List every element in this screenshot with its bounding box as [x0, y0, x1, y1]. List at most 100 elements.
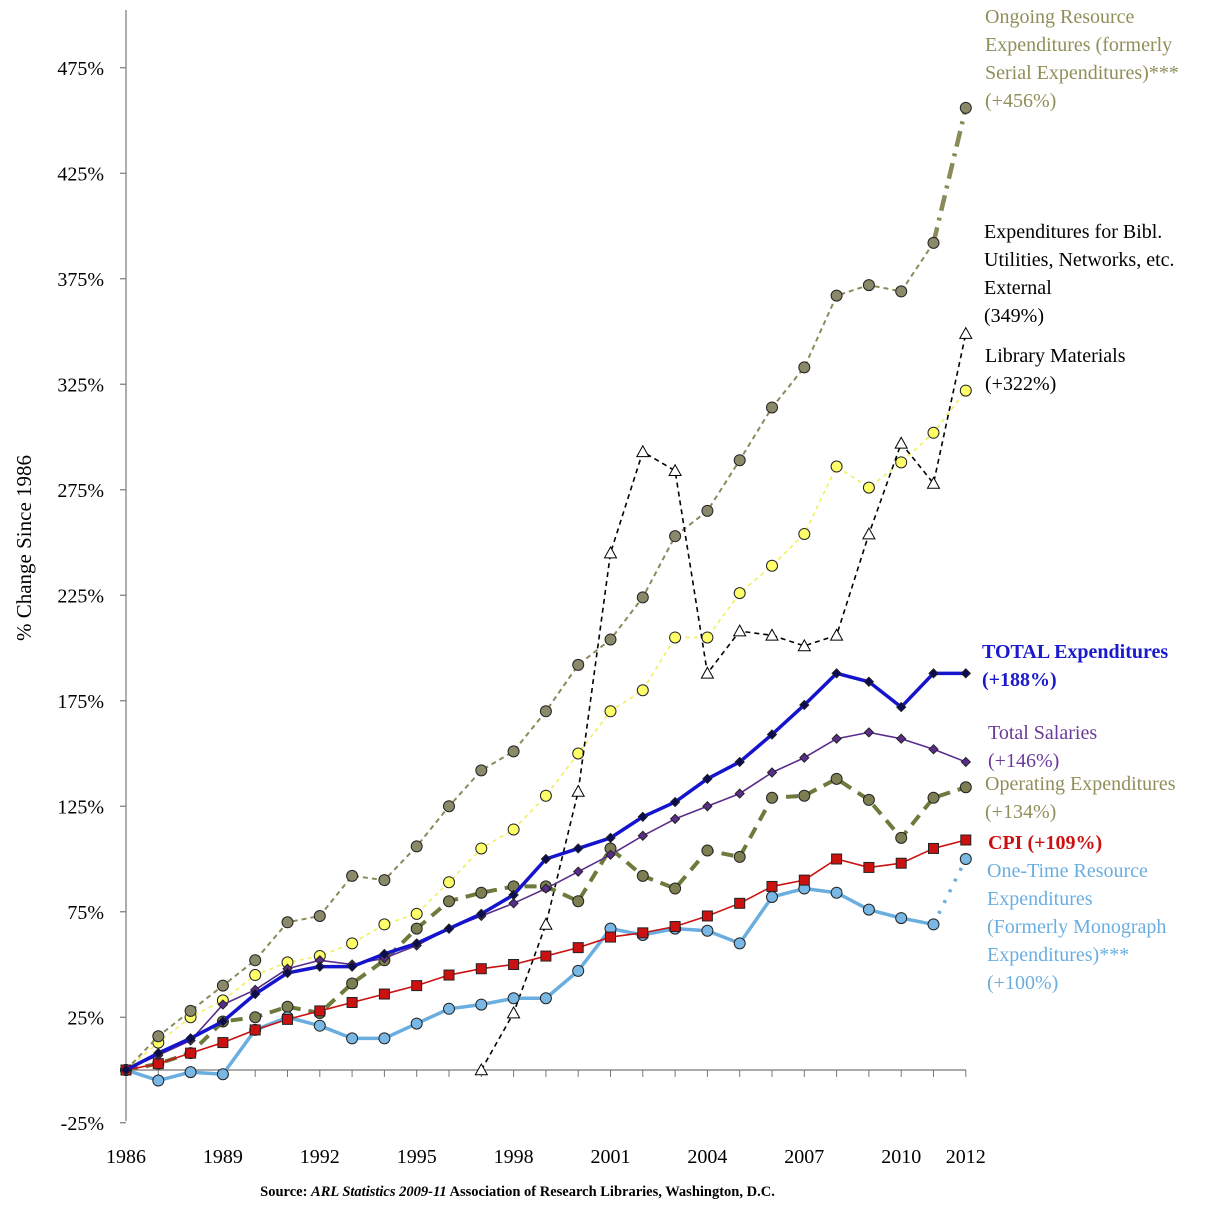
data-point-total — [282, 967, 293, 979]
data-point-bibl — [700, 666, 715, 679]
data-point-cpi — [734, 897, 746, 909]
data-point-onetime — [701, 924, 714, 937]
data-point-ongoing — [281, 916, 294, 929]
data-point-operating — [346, 977, 359, 990]
data-point-salaries — [572, 866, 584, 877]
x-tick-label: 1995 — [397, 1146, 437, 1168]
data-point-onetime — [378, 1032, 391, 1045]
series-line-materials — [125, 390, 967, 1071]
x-tick-label: 1986 — [106, 1146, 146, 1168]
data-point-operating — [636, 869, 649, 882]
data-point-total — [346, 961, 358, 972]
data-point-materials — [927, 426, 940, 439]
label-bibl-value: (349%) — [984, 305, 1044, 327]
data-point-operating — [895, 831, 908, 844]
data-point-total — [153, 1047, 164, 1059]
data-point-onetime — [475, 998, 488, 1011]
data-point-materials — [959, 384, 972, 397]
data-point-cpi — [378, 988, 390, 1000]
data-point-cpi — [443, 969, 455, 981]
data-point-ongoing — [152, 1030, 165, 1043]
data-point-cpi — [572, 942, 584, 954]
data-point-bibl — [603, 546, 618, 559]
series-line-total — [125, 671, 966, 1072]
x-tick-label: 2010 — [881, 1146, 921, 1168]
series-line-last-onetime — [931, 858, 968, 926]
label-ongoing-value: (+456%) — [985, 90, 1057, 112]
x-tick-label: 1992 — [300, 1146, 340, 1168]
data-point-onetime — [539, 992, 552, 1005]
label-operating-value: (+134%) — [985, 801, 1057, 823]
series-line-last-ongoing — [931, 107, 968, 244]
label-materials-line-1: Library Materials — [985, 345, 1126, 367]
axes: -25% 25% 75% 125% 175% 225% 275% 325% 375% 425% 47… — [12, 10, 986, 1168]
data-point-operating — [862, 793, 875, 806]
y-tick-label: -25% — [61, 1113, 104, 1135]
data-point-total — [508, 889, 519, 901]
data-point-operating — [572, 895, 585, 908]
label-total-value: (+188%) — [982, 669, 1057, 691]
label-ongoing-line-3: Serial Expenditures)*** — [985, 62, 1179, 84]
data-point-onetime — [216, 1068, 229, 1081]
data-point-materials — [604, 705, 617, 718]
data-point-total — [411, 938, 422, 949]
data-point-bibl — [765, 628, 779, 641]
data-point-ongoing — [895, 285, 908, 298]
data-point-salaries — [831, 733, 842, 744]
series-line-bibl — [480, 333, 967, 1071]
data-point-onetime — [927, 918, 940, 931]
y-tick-label: 75% — [67, 902, 104, 924]
data-point-bibl — [571, 784, 586, 797]
data-point-cpi — [411, 980, 423, 992]
data-point-bibl — [539, 917, 553, 930]
data-point-ongoing — [539, 705, 552, 718]
data-point-bibl — [732, 624, 747, 637]
data-point-onetime — [766, 890, 778, 903]
data-point-total — [766, 729, 778, 740]
y-tick-label: 175% — [57, 691, 104, 713]
label-operating: Operating Expenditures (+134%) — [985, 770, 1176, 826]
source-suffix: Association of Research Libraries, Washi… — [446, 1184, 775, 1200]
data-point-cpi — [766, 880, 778, 892]
data-point-salaries — [863, 727, 875, 738]
label-salaries-value: (+146%) — [988, 750, 1060, 772]
source-title: ARL Statistics 2009-11 — [311, 1184, 447, 1200]
data-point-operating — [281, 1000, 294, 1013]
data-point-materials — [733, 587, 746, 600]
data-point-ongoing — [959, 101, 972, 114]
data-point-operating — [249, 1011, 262, 1024]
data-point-onetime — [346, 1032, 359, 1045]
data-point-ongoing — [733, 454, 746, 467]
label-ongoing: Ongoing Resource Expenditures (formerly … — [985, 3, 1179, 115]
data-point-salaries — [540, 883, 552, 894]
series-layer — [120, 101, 973, 1087]
data-point-total — [540, 853, 552, 865]
data-point-total — [605, 832, 616, 844]
label-onetime-line-2: Expenditures — [987, 888, 1093, 910]
data-point-ongoing — [798, 361, 811, 374]
y-tick-label: 425% — [57, 163, 104, 185]
data-point-ongoing — [475, 764, 488, 777]
data-point-operating — [766, 791, 778, 804]
data-point-total — [249, 988, 261, 1000]
data-point-total — [702, 773, 713, 785]
data-point-total — [799, 699, 810, 711]
data-point-ongoing — [507, 745, 520, 758]
data-point-bibl — [894, 436, 909, 449]
data-point-bibl — [862, 527, 876, 540]
label-salaries: Total Salaries (+146%) — [988, 719, 1097, 775]
data-point-cpi — [217, 1037, 229, 1049]
label-onetime-line-1: One-Time Resource — [987, 860, 1148, 882]
label-cpi-line-1: CPI (+109%) — [988, 832, 1103, 854]
data-point-salaries — [799, 752, 810, 763]
data-point-materials — [410, 907, 423, 920]
x-tick-label: 2001 — [591, 1146, 631, 1168]
data-point-bibl — [926, 476, 941, 489]
data-point-cpi — [895, 857, 907, 869]
data-point-materials — [249, 969, 262, 982]
data-point-operating — [830, 772, 843, 785]
data-point-operating — [475, 886, 488, 899]
data-point-materials — [539, 789, 552, 802]
data-point-ongoing — [346, 869, 359, 882]
label-ongoing-line-1: Ongoing Resource — [985, 6, 1135, 28]
